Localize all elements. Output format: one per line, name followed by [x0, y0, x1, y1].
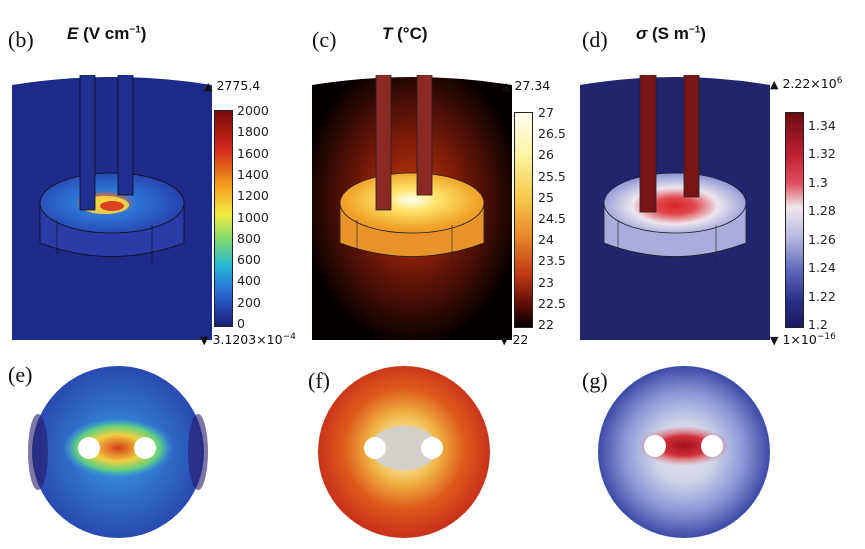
colorbar-tick-d: 1.2 [808, 317, 828, 332]
quantity-unit-close-b: ) [140, 24, 147, 43]
temperature-cross-section [318, 366, 490, 538]
field-electrode-right [117, 75, 134, 196]
colorbar-tick-b: 200 [237, 294, 261, 310]
conductivity-electrode-left [639, 75, 657, 213]
colorbar-tick-c: 24 [538, 232, 554, 248]
min-triangle-icon: ▼ [500, 334, 509, 347]
panel-label-c: (c) [312, 27, 337, 52]
max-readout-c: ▲ 27.34 [502, 78, 550, 93]
conductivity-cross-section [598, 366, 770, 538]
field-3d-view [12, 75, 212, 340]
min-value-d: 1×10 [782, 332, 817, 348]
panel-label-f: (f) [308, 368, 330, 393]
colorbar-tick-b: 400 [237, 273, 261, 289]
colorbar-c [514, 112, 533, 328]
max-value-c: 27.34 [514, 78, 551, 93]
field-cross-section [28, 366, 208, 538]
quantity-unit-exp-d: −1 [688, 24, 701, 36]
quantity-title-c: T (°C) [382, 24, 428, 44]
max-readout-b: ▲ 2775.4 [204, 78, 260, 93]
colorbar-tick-c: 22 [538, 317, 554, 332]
conductivity-disk-top [603, 172, 747, 234]
min-triangle-icon: ▼ [200, 334, 209, 348]
temperature-hole-left [364, 437, 386, 459]
min-triangle-icon: ▼ [770, 334, 779, 348]
colorbar-tick-b: 1800 [237, 124, 269, 140]
max-triangle-icon: ▲ [770, 78, 779, 92]
temperature-3d-view [312, 75, 512, 340]
colorbar-tick-c: 26.5 [538, 126, 566, 142]
quantity-symbol-d: σ [636, 24, 648, 43]
colorbar-tick-d: 1.28 [808, 203, 836, 219]
min-readout-d: ▼ 1×10−16 [770, 332, 836, 347]
field-hole-left [78, 437, 100, 459]
quantity-symbol-b: E [67, 24, 79, 43]
colorbar-tick-b: 1400 [237, 166, 269, 182]
max-triangle-icon: ▲ [502, 80, 511, 93]
colorbar-tick-c: 23 [538, 274, 554, 290]
max-value-d: 2.22×10 [782, 76, 837, 92]
max-exp-d: 6 [836, 76, 843, 86]
temperature-hole-right [421, 437, 443, 459]
temperature-electrode-right [416, 75, 433, 196]
conductivity-3d-view [580, 75, 770, 340]
colorbar-tick-d: 1.3 [808, 174, 828, 190]
colorbar-tick-c: 24.5 [538, 211, 566, 226]
field-band [62, 418, 174, 478]
quantity-unit-exp-b: −1 [129, 24, 141, 36]
temperature-electrode-left [375, 75, 392, 211]
conductivity-hole-right [701, 435, 723, 457]
quantity-title-b: E (V cm−1) [67, 24, 146, 44]
min-exp-d: −16 [816, 332, 836, 342]
colorbar-tick-c: 25.5 [538, 168, 566, 184]
panel-label-d: (d) [582, 27, 608, 52]
colorbar-d [785, 112, 804, 328]
quantity-unit-d: (S m [652, 24, 689, 43]
panel-label-e: (e) [8, 362, 33, 387]
colorbar-tick-c: 27 [538, 105, 554, 120]
colorbar-tick-d: 1.22 [808, 288, 836, 304]
colorbar-tick-b: 1600 [237, 145, 269, 161]
colorbar-tick-b: 1000 [237, 209, 269, 225]
colorbar-b [214, 110, 233, 327]
temperature-core [370, 426, 438, 470]
field-hole-right [134, 437, 156, 459]
colorbar-tick-d: 1.24 [808, 260, 836, 276]
min-readout-b: ▼ 3.1203×10−4 [200, 332, 296, 347]
colorbar-tick-c: 25 [538, 189, 554, 205]
min-exp-b: −4 [282, 332, 296, 342]
colorbar-tick-d: 1.34 [808, 118, 836, 133]
panel-label-g: (g) [582, 368, 608, 393]
colorbar-tick-b: 600 [237, 252, 261, 268]
quantity-unit-b: (V cm [83, 24, 130, 43]
colorbar-tick-b: 2000 [237, 103, 269, 118]
colorbar-tick-b: 1200 [237, 188, 269, 204]
quantity-symbol-c: T [382, 24, 393, 43]
colorbar-tick-c: 26 [538, 147, 554, 163]
conductivity-electrode-right [683, 75, 700, 198]
quantity-unit-close-d: ) [700, 24, 706, 43]
conductivity-band [638, 426, 730, 466]
colorbar-tick-d: 1.32 [808, 146, 836, 162]
colorbar-tick-b: 0 [237, 316, 245, 331]
colorbar-tick-c: 23.5 [538, 253, 566, 269]
panel-label-b: (b) [8, 27, 34, 52]
field-edge-right [188, 414, 208, 490]
max-triangle-icon: ▲ [204, 80, 213, 93]
max-value-b: 2775.4 [216, 78, 261, 93]
min-readout-c: ▼ 22 [500, 332, 528, 347]
quantity-unit-c: (°C) [397, 24, 428, 43]
conductivity-hole-left [644, 435, 666, 457]
max-readout-d: ▲ 2.22×106 [770, 76, 842, 91]
field-hotspot-core [100, 201, 124, 211]
field-electrode-left [79, 75, 96, 211]
quantity-title-d: σ (S m−1) [636, 24, 706, 44]
colorbar-tick-c: 22.5 [538, 295, 566, 311]
colorbar-tick-b: 800 [237, 230, 261, 246]
min-value-b: 3.1203×10 [212, 332, 283, 348]
temperature-disk-top [339, 172, 485, 234]
field-edge-left [28, 414, 48, 490]
colorbar-tick-d: 1.26 [808, 231, 836, 247]
min-value-c: 22 [512, 332, 529, 347]
